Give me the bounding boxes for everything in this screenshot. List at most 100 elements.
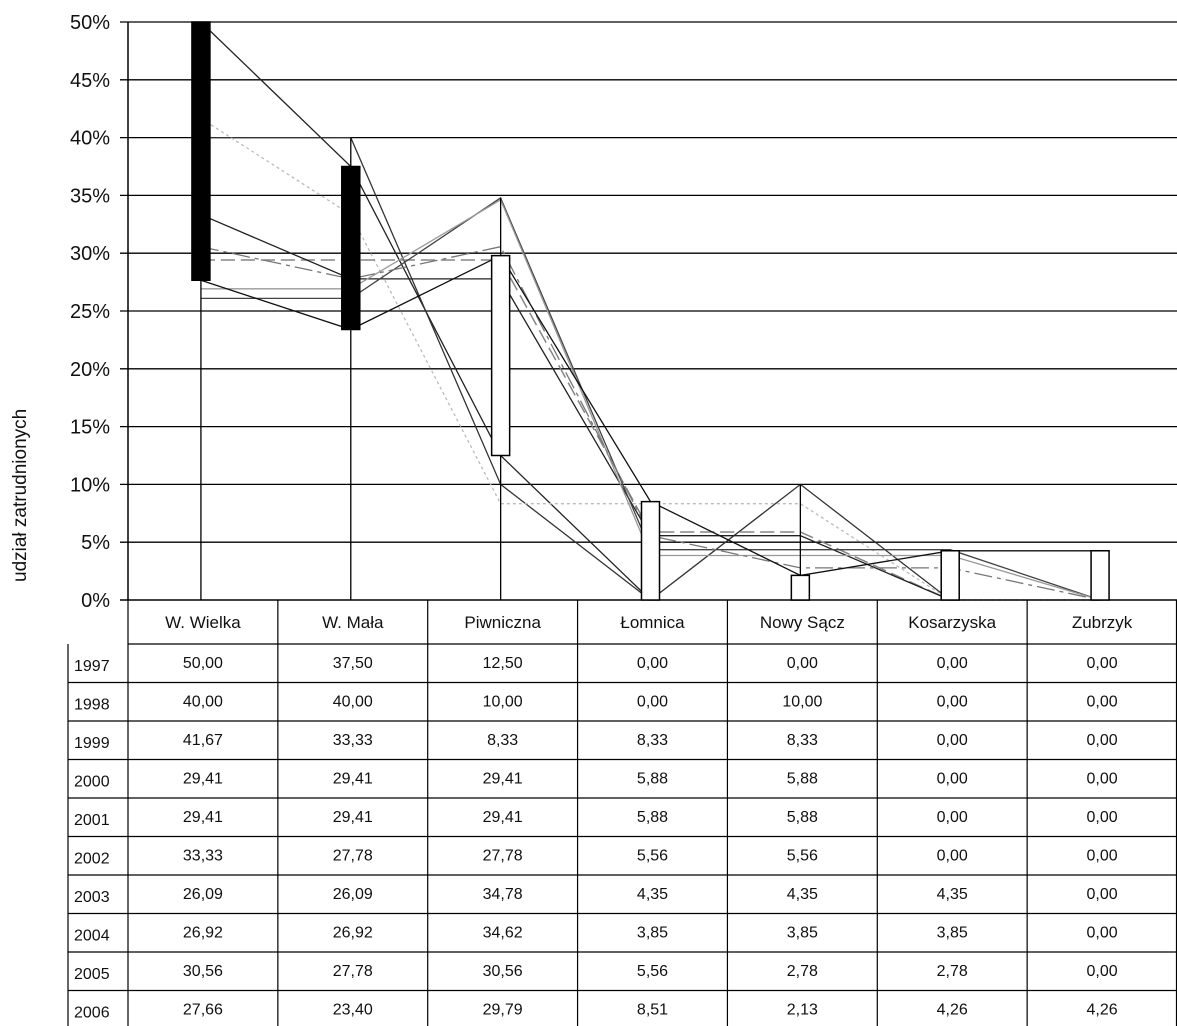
category-label: Kosarzyska bbox=[908, 613, 996, 632]
data-label: 29,79 bbox=[483, 1001, 523, 1018]
series-name: 1998 bbox=[74, 696, 110, 713]
data-label: 30,56 bbox=[183, 963, 223, 980]
data-label: 3,85 bbox=[937, 924, 968, 941]
data-label: 0,00 bbox=[937, 655, 968, 672]
data-label: 5,56 bbox=[787, 847, 818, 864]
series-name: 2003 bbox=[74, 889, 110, 906]
data-label: 0,00 bbox=[937, 770, 968, 787]
data-label: 34,78 bbox=[483, 886, 523, 903]
data-label: 40,00 bbox=[183, 693, 223, 710]
data-label: 3,85 bbox=[637, 924, 668, 941]
series-name: 1997 bbox=[74, 658, 110, 675]
y-tick-labels: 0% 5% 10% 15% 20% 25% 30% 35% 40% 45% 50% bbox=[70, 12, 110, 612]
up-down-bar bbox=[790, 574, 811, 601]
data-label: 8,33 bbox=[637, 732, 668, 749]
data-label: 0,00 bbox=[787, 655, 818, 672]
y-tick-label: 30% bbox=[70, 243, 110, 265]
data-label: 0,00 bbox=[637, 655, 668, 672]
data-label: 50,00 bbox=[183, 655, 223, 672]
data-label: 26,09 bbox=[183, 886, 223, 903]
data-label: 8,33 bbox=[787, 732, 818, 749]
data-label: 0,00 bbox=[1087, 886, 1118, 903]
data-label: 27,78 bbox=[333, 847, 373, 864]
data-label: 4,26 bbox=[937, 1001, 968, 1018]
data-label: 5,56 bbox=[637, 963, 668, 980]
data-label: 0,00 bbox=[1087, 924, 1118, 941]
series-name: 2001 bbox=[74, 812, 110, 829]
up-down-bar bbox=[940, 550, 960, 601]
series-name: 1999 bbox=[74, 735, 110, 752]
data-label: 33,33 bbox=[333, 732, 373, 749]
category-label: Nowy Sącz bbox=[760, 613, 845, 632]
data-label: 10,00 bbox=[782, 693, 822, 710]
category-label: Piwniczna bbox=[464, 613, 541, 632]
data-label: 0,00 bbox=[937, 809, 968, 826]
y-tick-label: 5% bbox=[81, 532, 110, 554]
data-label: 30,56 bbox=[483, 963, 523, 980]
y-tick-label: 45% bbox=[70, 70, 110, 92]
data-label: 29,41 bbox=[333, 809, 373, 826]
series-name: 2006 bbox=[74, 1004, 110, 1021]
data-label: 29,41 bbox=[183, 770, 223, 787]
data-label: 26,09 bbox=[333, 886, 373, 903]
data-label: 0,00 bbox=[1087, 655, 1118, 672]
data-label: 8,33 bbox=[487, 732, 518, 749]
up-down-bar bbox=[191, 21, 211, 282]
y-tick-label: 15% bbox=[70, 417, 110, 439]
data-label: 10,00 bbox=[483, 693, 523, 710]
y-tick-label: 10% bbox=[70, 474, 110, 496]
data-label: 0,00 bbox=[1087, 809, 1118, 826]
data-label: 27,78 bbox=[333, 963, 373, 980]
y-tick-label: 20% bbox=[70, 359, 110, 381]
up-down-bar bbox=[490, 254, 511, 457]
data-label: 23,40 bbox=[333, 1001, 373, 1018]
data-label: 27,66 bbox=[183, 1001, 223, 1018]
data-label: 5,88 bbox=[787, 809, 818, 826]
data-label: 29,41 bbox=[333, 770, 373, 787]
data-label: 0,00 bbox=[937, 847, 968, 864]
up-down-bars bbox=[191, 21, 1110, 601]
data-label: 4,35 bbox=[787, 886, 818, 903]
up-down-bar bbox=[640, 500, 661, 601]
up-down-bar bbox=[341, 165, 361, 331]
data-label: 2,13 bbox=[787, 1001, 818, 1018]
data-label: 4,35 bbox=[937, 886, 968, 903]
data-label: 5,56 bbox=[637, 847, 668, 864]
data-label: 33,33 bbox=[183, 847, 223, 864]
data-label: 0,00 bbox=[1087, 732, 1118, 749]
data-label: 27,78 bbox=[483, 847, 523, 864]
y-tick-label: 40% bbox=[70, 128, 110, 150]
data-label: 26,92 bbox=[183, 924, 223, 941]
data-label: 3,85 bbox=[787, 924, 818, 941]
data-label: 0,00 bbox=[1087, 693, 1118, 710]
data-label: 29,41 bbox=[183, 809, 223, 826]
data-label: 0,00 bbox=[937, 693, 968, 710]
data-label: 4,26 bbox=[1087, 1001, 1118, 1018]
category-label: W. Wielka bbox=[165, 613, 241, 632]
data-label: 8,51 bbox=[637, 1001, 668, 1018]
data-label: 37,50 bbox=[333, 655, 373, 672]
y-axis-label: udział zatrudnionych bbox=[10, 409, 31, 582]
series-name: 2002 bbox=[74, 850, 110, 867]
data-label: 0,00 bbox=[637, 693, 668, 710]
category-label: W. Mała bbox=[322, 613, 384, 632]
y-tick-label: 50% bbox=[70, 12, 110, 34]
data-label: 0,00 bbox=[1087, 770, 1118, 787]
data-label: 41,67 bbox=[183, 732, 223, 749]
data-label: 12,50 bbox=[483, 655, 523, 672]
data-label: 26,92 bbox=[333, 924, 373, 941]
data-label: 4,35 bbox=[637, 886, 668, 903]
up-down-bar bbox=[1090, 550, 1110, 601]
data-label: 0,00 bbox=[1087, 963, 1118, 980]
data-label: 34,62 bbox=[483, 924, 523, 941]
data-label: 5,88 bbox=[787, 770, 818, 787]
y-tick-label: 25% bbox=[70, 301, 110, 323]
y-tick-label: 35% bbox=[70, 185, 110, 207]
data-label: 5,88 bbox=[637, 809, 668, 826]
series-name: 2004 bbox=[74, 927, 110, 944]
data-label: 0,00 bbox=[937, 732, 968, 749]
series-name: 2000 bbox=[74, 773, 110, 790]
data-label: 29,41 bbox=[483, 770, 523, 787]
data-label: 40,00 bbox=[333, 693, 373, 710]
